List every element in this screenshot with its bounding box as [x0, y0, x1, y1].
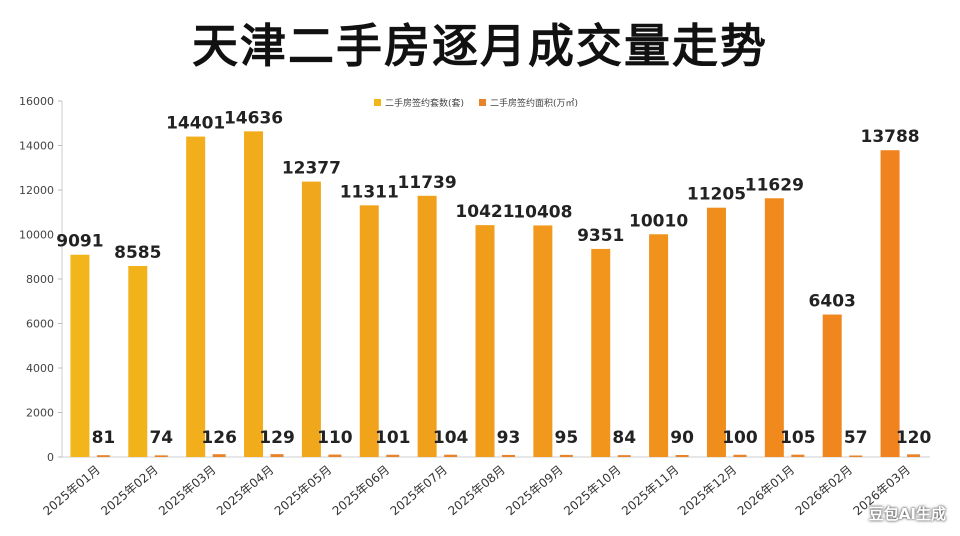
- x-tick-label: 2025年12月: [677, 463, 739, 519]
- data-label-area: 81: [92, 428, 116, 448]
- y-tick-label: 2000: [26, 407, 54, 420]
- x-tick-label: 2025年09月: [503, 463, 565, 519]
- data-label-transactions: 9351: [577, 226, 624, 246]
- data-label-area: 93: [497, 428, 521, 448]
- x-tick-label: 2025年10月: [561, 463, 623, 519]
- y-tick-label: 12000: [19, 184, 54, 197]
- x-tick-label: 2025年03月: [156, 463, 218, 519]
- legend: 二手房签约套数(套) 二手房签约面积(万㎡): [374, 97, 578, 109]
- data-label-transactions: 11739: [398, 173, 457, 193]
- x-tick-label: 2026年02月: [793, 463, 855, 519]
- bar-area: [96, 455, 110, 457]
- data-label-area: 84: [612, 428, 636, 448]
- legend-swatch: [479, 99, 486, 106]
- bar-transactions: [186, 136, 206, 457]
- data-label-transactions: 10408: [513, 202, 572, 222]
- data-label-area: 101: [375, 428, 411, 448]
- data-label-transactions: 11629: [745, 175, 804, 195]
- bar-area: [502, 454, 515, 457]
- data-label-transactions: 11205: [687, 185, 746, 205]
- y-tick-label: 16000: [19, 95, 54, 108]
- bar-area: [791, 454, 805, 457]
- data-label-area: 100: [722, 428, 758, 448]
- bar-area: [328, 454, 342, 457]
- bar-transactions: [649, 234, 669, 457]
- x-tick-label: 2025年08月: [445, 463, 507, 519]
- data-label-transactions: 10010: [629, 211, 688, 231]
- bar-transactions: [244, 131, 264, 457]
- bar-area: [907, 454, 921, 457]
- bar-transactions: [880, 150, 900, 458]
- bar-area: [444, 454, 458, 457]
- bar-transactions: [706, 207, 726, 457]
- data-label-area: 129: [259, 428, 295, 448]
- data-label-transactions: 9091: [56, 232, 103, 252]
- bar-area: [849, 455, 863, 457]
- x-tick-label: 2025年02月: [98, 463, 160, 519]
- data-label-area: 105: [780, 428, 816, 448]
- y-tick-label: 4000: [26, 362, 54, 375]
- x-tick-label: 2025年06月: [330, 463, 392, 519]
- bar-area: [154, 455, 168, 457]
- x-tick-label: 2025年11月: [619, 463, 681, 519]
- y-tick-label: 6000: [26, 318, 54, 331]
- chart-title: 天津二手房逐月成交量走势: [192, 19, 768, 73]
- y-tick-label: 14000: [19, 140, 54, 153]
- data-label-area: 90: [670, 428, 694, 448]
- bar-area: [617, 455, 631, 457]
- x-tick-label: 2026年01月: [735, 463, 797, 519]
- bar-area: [559, 454, 573, 457]
- bar-area: [386, 454, 400, 457]
- data-label-transactions: 14636: [224, 108, 283, 128]
- bar-transactions: [764, 198, 784, 457]
- bar-transactions: [417, 195, 437, 457]
- x-tick-label: 2025年04月: [214, 463, 276, 519]
- y-tick-label: 10000: [19, 229, 54, 242]
- data-label-area: 57: [844, 428, 868, 448]
- bar-area: [270, 454, 284, 457]
- data-label-area: 120: [896, 428, 932, 448]
- bar-transactions: [822, 314, 842, 457]
- bar-area: [733, 454, 747, 457]
- data-label-transactions: 6403: [809, 292, 856, 312]
- bar-transactions: [533, 225, 553, 457]
- data-label-transactions: 14401: [166, 114, 225, 134]
- watermark: 豆包AI生成: [868, 505, 946, 523]
- legend-swatch: [374, 99, 381, 106]
- bar-transactions: [70, 254, 90, 457]
- data-label-area: 110: [317, 428, 353, 448]
- bar-transactions: [128, 265, 148, 457]
- axes: 0 2000 4000 6000 8000 10000 12000 14000 16000: [19, 95, 930, 464]
- bar-transactions: [475, 225, 495, 457]
- bar-area: [675, 454, 689, 457]
- data-label-area: 126: [201, 428, 237, 448]
- bar-transactions: [359, 205, 379, 457]
- data-label-transactions: 10421: [455, 202, 514, 222]
- data-label-transactions: 11311: [340, 182, 399, 202]
- x-tick-label: 2025年07月: [388, 463, 450, 519]
- bar-transactions: [591, 248, 611, 457]
- bars: [70, 131, 921, 458]
- legend-label: 二手房签约面积(万㎡): [490, 97, 578, 109]
- x-tick-label: 2025年05月: [272, 463, 334, 519]
- data-label-area: 74: [149, 428, 173, 448]
- data-label-area: 104: [433, 428, 469, 448]
- bar-area: [212, 454, 226, 457]
- data-label-transactions: 8585: [114, 243, 161, 263]
- y-tick-label: 0: [47, 451, 54, 464]
- data-label-transactions: 13788: [860, 127, 919, 147]
- data-label-transactions: 12377: [282, 159, 341, 179]
- x-tick-label: 2025年01月: [40, 463, 102, 519]
- y-tick-label: 8000: [26, 273, 54, 286]
- data-label-area: 95: [555, 428, 579, 448]
- legend-label: 二手房签约套数(套): [385, 97, 464, 109]
- bar-transactions: [301, 181, 321, 457]
